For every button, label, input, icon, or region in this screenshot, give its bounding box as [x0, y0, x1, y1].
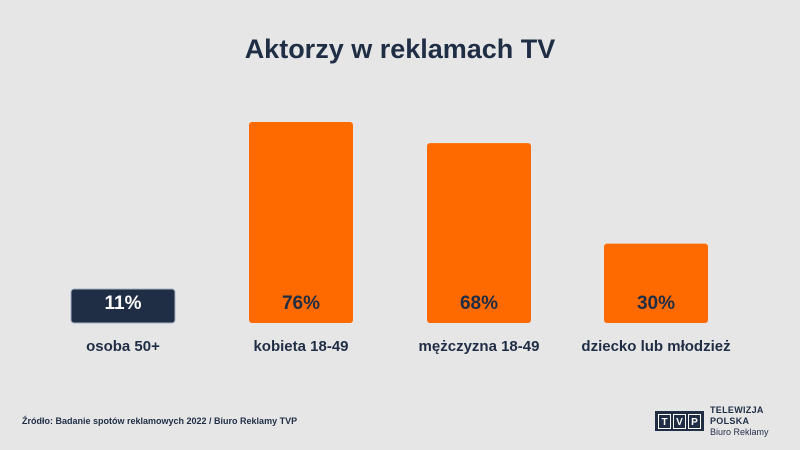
logo-line-1: TELEWIZJA POLSKA	[710, 404, 764, 426]
logo-letter: V	[673, 413, 686, 429]
bar	[427, 143, 531, 323]
bar	[70, 288, 176, 324]
category-label: kobieta 18-49	[253, 338, 348, 355]
category-label: dziecko lub młodzież	[581, 338, 730, 355]
value-label: 76%	[282, 293, 320, 314]
logo-text: TELEWIZJA POLSKA Biuro Reklamy	[710, 405, 800, 438]
logo-letter: P	[688, 413, 701, 429]
value-label: 11%	[105, 293, 142, 314]
category-label: mężczyzna 18-49	[419, 338, 540, 355]
source-note: Źródło: Badanie spotów reklamowych 2022 …	[22, 416, 298, 426]
bar	[604, 243, 708, 323]
bar-chart: 11% osoba 50+ 76% kobieta 18-49 68% mężczyzna…	[70, 122, 731, 355]
tvp-logo: T V P TELEWIZJA POLSKA Biuro Reklamy	[655, 405, 800, 437]
value-label: 68%	[460, 293, 498, 314]
value-label: 30%	[637, 293, 675, 314]
category-label: osoba 50+	[86, 338, 160, 355]
tvp-logo-mark: T V P	[655, 411, 704, 431]
logo-line-2: Biuro Reklamy	[710, 426, 769, 437]
chart-title: Aktorzy w reklamach TV	[244, 34, 556, 64]
logo-letter: T	[658, 413, 671, 429]
bar	[249, 122, 353, 323]
